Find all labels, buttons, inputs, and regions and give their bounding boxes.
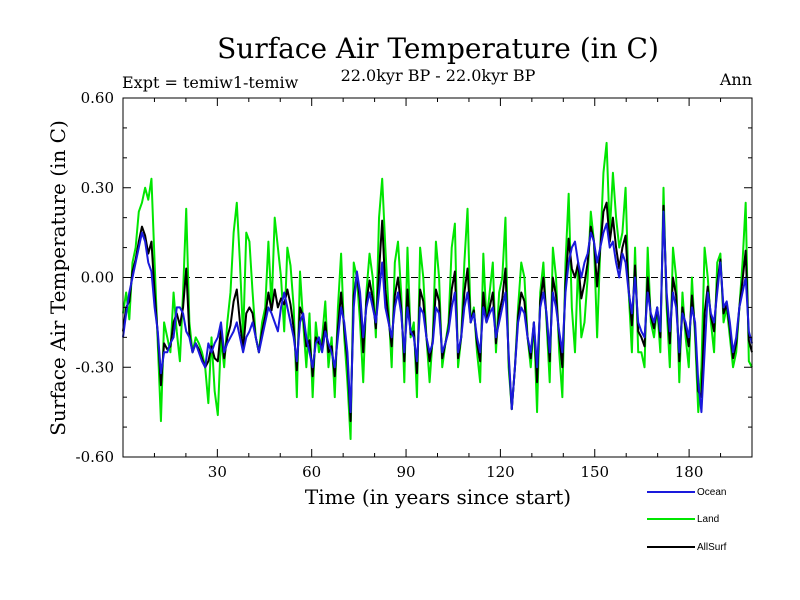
x-tick-label: 150 <box>580 463 609 481</box>
y-tick-label: -0.60 <box>76 448 114 466</box>
legend: Ocean Land AllSurf <box>647 487 727 553</box>
series-line-ocean <box>122 210 753 414</box>
series-line-allsurf <box>122 201 753 423</box>
x-tick-label: 30 <box>208 463 227 481</box>
chart-subtitle: 22.0kyr BP - 22.0kyr BP <box>341 66 536 85</box>
y-tick-label: 0.30 <box>81 179 114 197</box>
season-label: Ann <box>719 70 752 89</box>
x-tick-label: 180 <box>675 463 704 481</box>
experiment-label: Expt = temiw1-temiw <box>122 73 299 92</box>
y-tick-label: -0.30 <box>76 358 114 376</box>
legend-ocean-label: Ocean <box>697 487 726 498</box>
legend-land-label: Land <box>697 514 719 525</box>
series-lines <box>122 141 753 441</box>
x-tick-label: 90 <box>397 463 416 481</box>
axis-ticks <box>123 97 752 458</box>
y-tick-label: 0.00 <box>81 269 114 287</box>
x-axis-label: Time (in years since start) <box>305 485 571 509</box>
y-axis-label: Surface Air Temperature (in C) <box>46 120 70 436</box>
tick-labels: 30 60 90 120 150 180 0.60 0.30 0.00 -0.30 -0.60 <box>76 89 704 481</box>
series-line-land <box>122 141 753 441</box>
x-tick-label: 60 <box>302 463 321 481</box>
x-tick-label: 120 <box>486 463 515 481</box>
y-tick-label: 0.60 <box>81 89 114 107</box>
legend-allsurf-label: AllSurf <box>697 542 727 553</box>
chart-title: Surface Air Temperature (in C) <box>217 32 659 65</box>
